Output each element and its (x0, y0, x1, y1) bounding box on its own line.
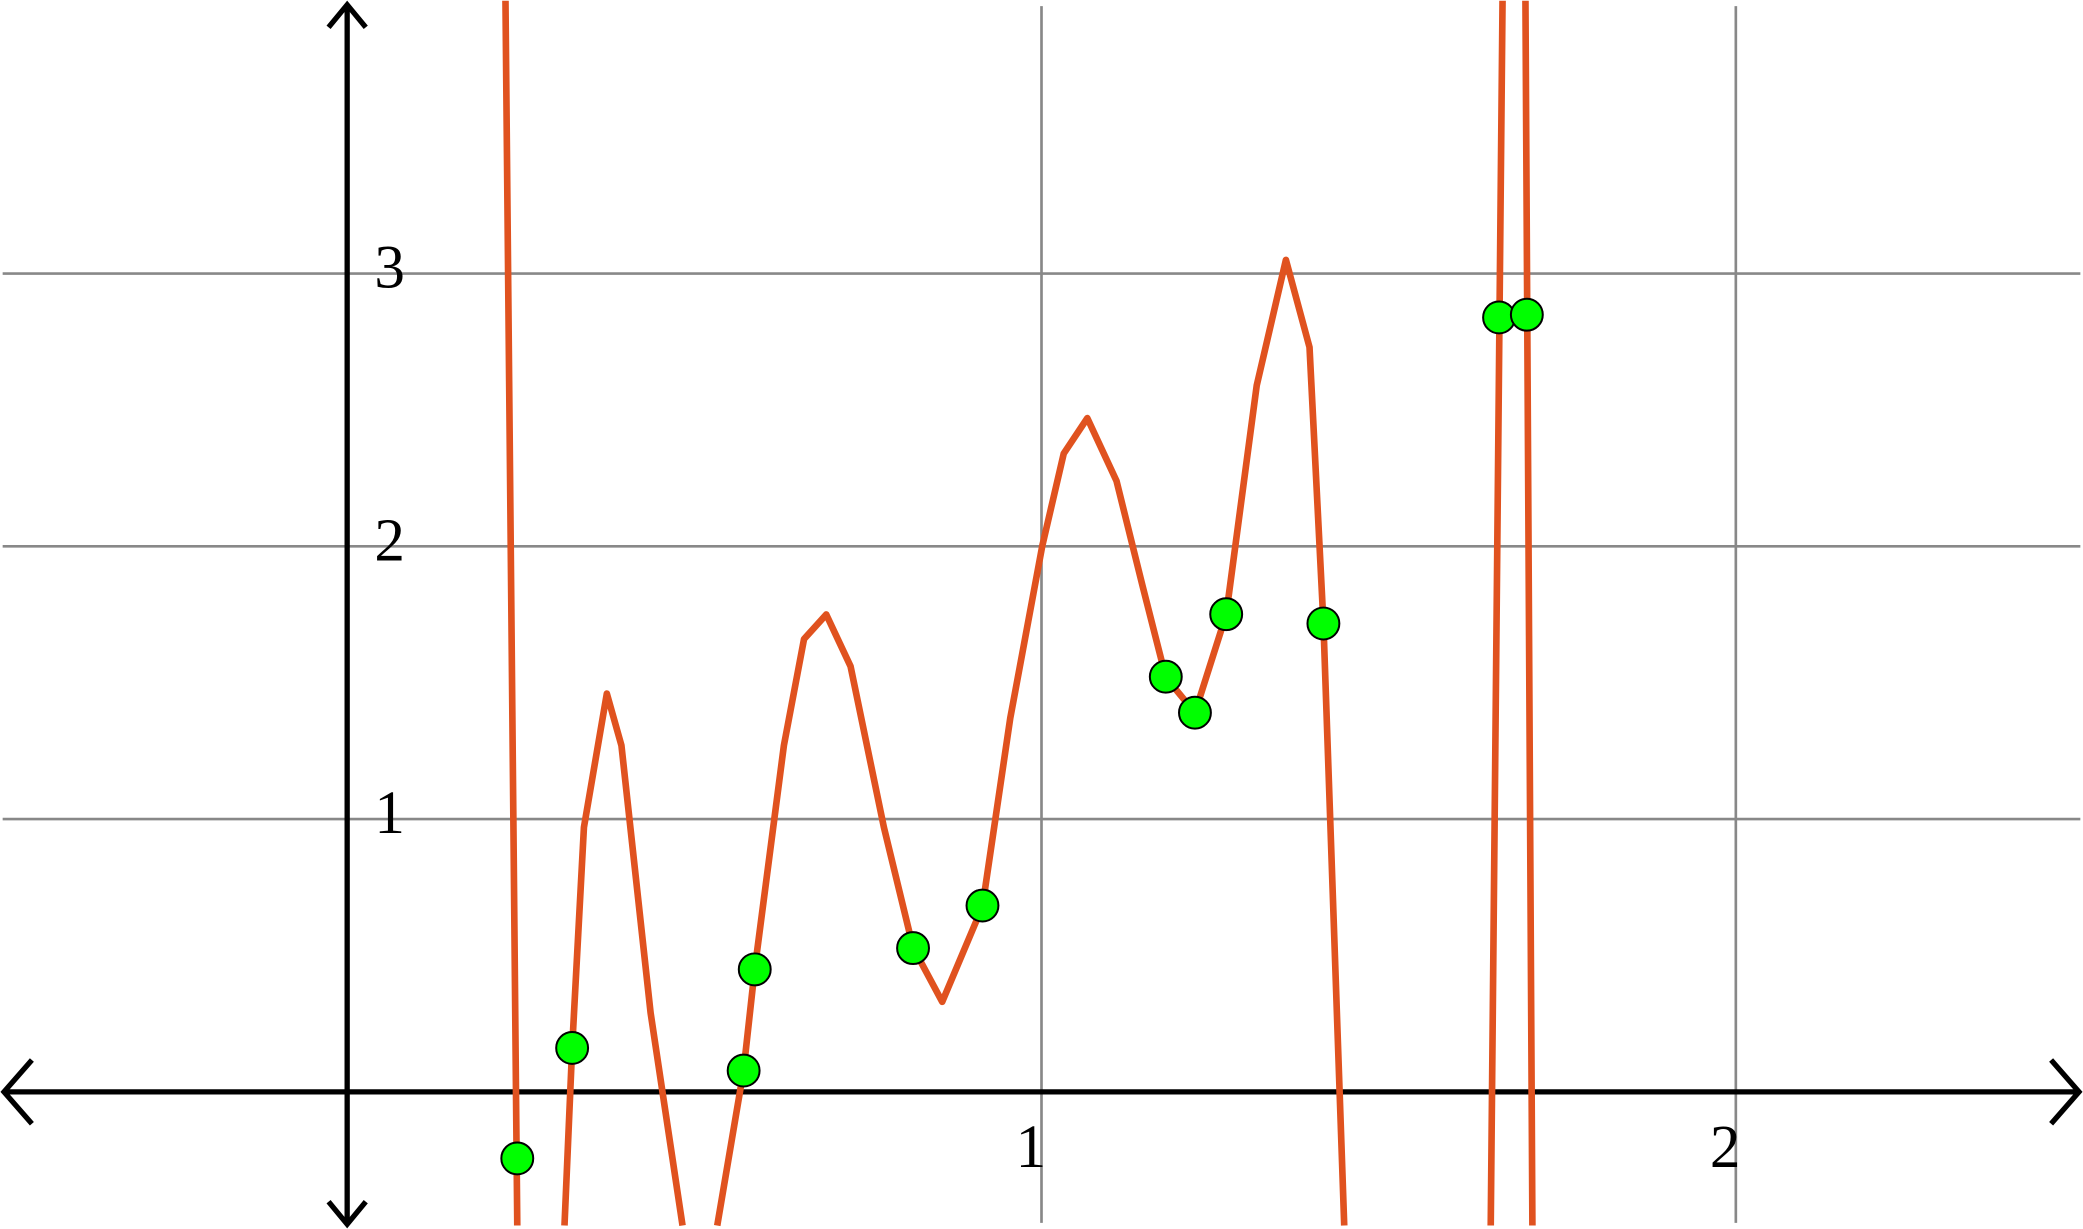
x-tick-label: 1 (1016, 1114, 1047, 1181)
curve (502, 0, 1536, 1227)
y-tick-label: 2 (374, 507, 405, 574)
data-point (726, 1053, 761, 1088)
data-point (1209, 597, 1244, 632)
data-point (1509, 297, 1544, 332)
data-point (1178, 695, 1212, 730)
data-point (1306, 606, 1341, 641)
data-point (896, 931, 930, 966)
data-point (555, 1030, 590, 1065)
data-point (1148, 659, 1183, 694)
y-tick-label: 3 (374, 235, 405, 302)
data-point (965, 888, 1000, 923)
data-point (737, 952, 772, 987)
arrow-head (326, 0, 368, 30)
data-point (500, 1141, 535, 1176)
x-tick-label: 2 (1710, 1114, 1741, 1181)
y-tick-label: 1 (374, 780, 405, 847)
arrow-head (2049, 1058, 2083, 1126)
arrow-head (326, 1199, 368, 1229)
arrow-head (0, 1058, 34, 1126)
